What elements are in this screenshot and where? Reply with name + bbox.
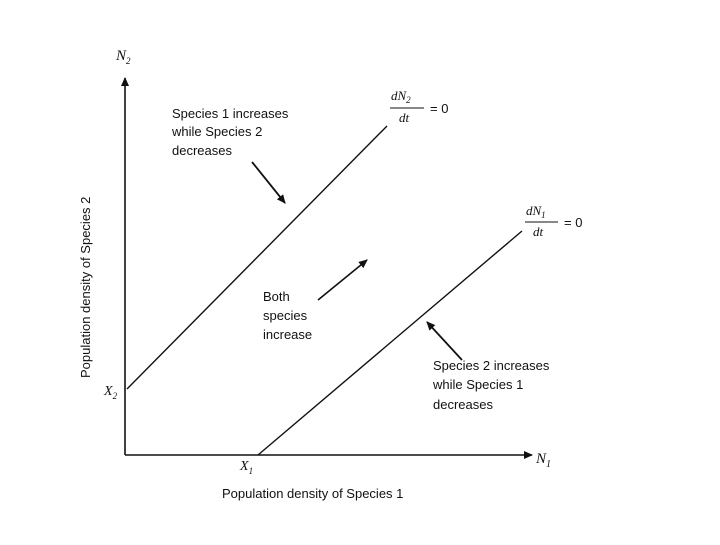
y-axis-variable: N2 [115, 48, 131, 66]
svg-text:dt: dt [399, 110, 410, 125]
species-2-isocline-line [126, 125, 388, 390]
species-1-isocline-equation: dN1 dt = 0 [525, 203, 582, 239]
x-axis-variable: N1 [535, 451, 551, 470]
svg-text:dt: dt [533, 224, 544, 239]
x-axis-label: Population density of Species 1 [222, 486, 403, 501]
region-top-left-label: Species 1 increases while Species 2 decr… [171, 106, 292, 158]
svg-text:dN2: dN2 [391, 88, 411, 105]
region-middle-label: Both species increase [263, 289, 312, 342]
y-intercept-label: X2 [103, 384, 118, 401]
x-intercept-label: X1 [239, 459, 253, 476]
y-axis-label: Population density of Species 2 [78, 197, 93, 378]
region-bottom-right-label: Species 2 increases while Species 1 decr… [432, 358, 553, 412]
species-1-isocline-line [257, 230, 523, 456]
region-middle-arrow [317, 259, 368, 301]
svg-text:= 0: = 0 [564, 215, 582, 230]
svg-text:= 0: = 0 [430, 101, 448, 116]
svg-text:dN1: dN1 [526, 203, 546, 220]
region-bottom-right-arrow [426, 321, 463, 361]
region-top-left-arrow [251, 161, 286, 204]
species-2-isocline-equation: dN2 dt = 0 [390, 88, 448, 125]
